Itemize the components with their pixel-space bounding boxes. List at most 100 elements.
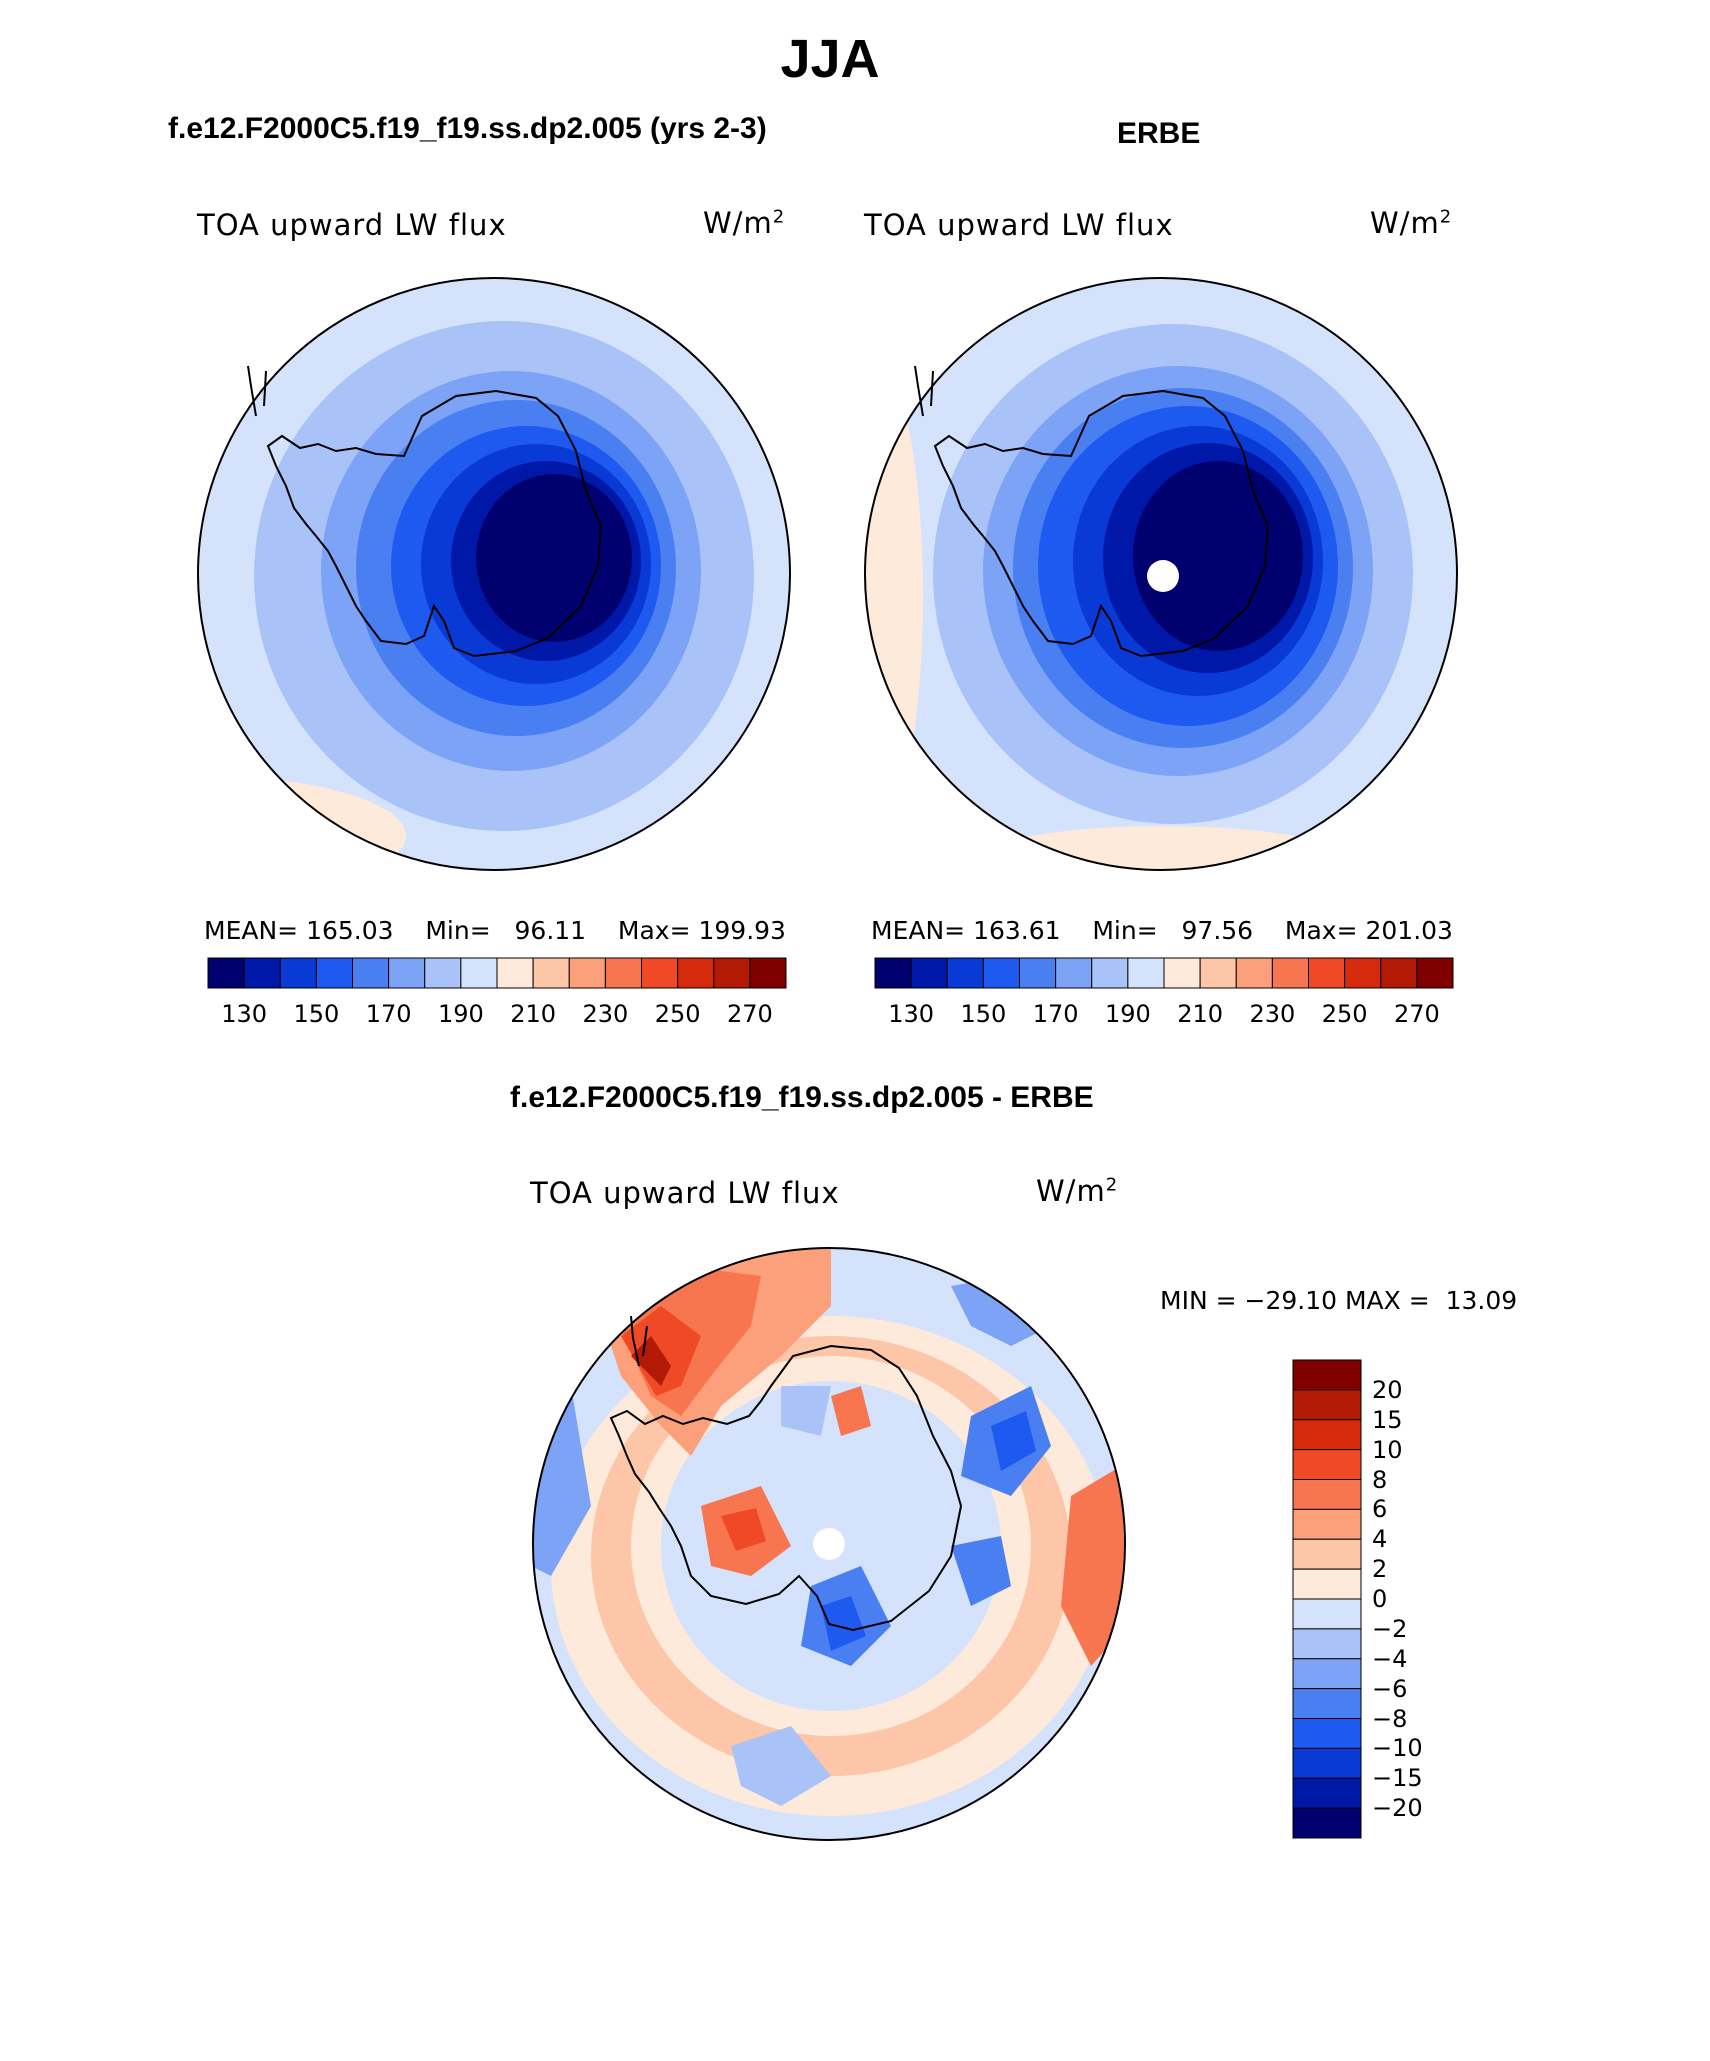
- colorbar-tick-label: 130: [221, 1000, 268, 1028]
- colorbar-tick-label: 230: [1249, 1000, 1296, 1028]
- colorbar-swatch: [207, 957, 245, 989]
- colorbar-swatch: [713, 957, 751, 989]
- main-title: JJA: [780, 29, 880, 89]
- colorbar-tick-label: 270: [1393, 1000, 1440, 1028]
- panel2-coastline: [933, 389, 1270, 658]
- colorbar-tick-label: 0: [1372, 1585, 1388, 1613]
- panel3-map-border: [532, 1247, 1126, 1841]
- colorbar-tick-label: 170: [365, 1000, 412, 1028]
- colorbar-tick-label: −20: [1372, 1794, 1423, 1823]
- panel3-colorbar: [1292, 1359, 1362, 1839]
- colorbar-tick-label: 8: [1372, 1465, 1388, 1494]
- colorbar-swatch: [1292, 1568, 1362, 1600]
- panel3-case-title: f.e12.F2000C5.f19_f19.ss.dp2.005 - ERBE: [510, 1081, 1094, 1114]
- panel2-variable-label: TOA upward LW flux: [864, 208, 1174, 242]
- colorbar-swatch: [1308, 957, 1346, 989]
- colorbar-swatch: [1292, 1747, 1362, 1779]
- panel2-polar-map: [864, 277, 1458, 871]
- colorbar-swatch: [1292, 1718, 1362, 1749]
- colorbar-swatch: [1416, 957, 1454, 989]
- colorbar-swatch: [1292, 1658, 1362, 1690]
- colorbar-swatch: [1292, 1807, 1362, 1839]
- panel2-peninsula-line: [914, 365, 934, 417]
- colorbar-swatch: [532, 957, 570, 989]
- panel2-units-label: W/m2: [1370, 206, 1453, 240]
- colorbar-swatch: [1292, 1449, 1362, 1480]
- colorbar-swatch: [1292, 1389, 1362, 1421]
- colorbar-swatch: [568, 957, 606, 989]
- colorbar-tick-label: −6: [1372, 1674, 1408, 1703]
- colorbar-swatch: [424, 957, 462, 989]
- colorbar-swatch: [1344, 957, 1382, 989]
- panel1-variable-label: TOA upward LW flux: [197, 208, 507, 242]
- panel1-map-border: [197, 277, 791, 871]
- colorbar-swatch: [388, 957, 426, 989]
- panel3-units-label: W/m2: [1036, 1174, 1119, 1208]
- colorbar-swatch: [749, 957, 787, 989]
- colorbar-tick-label: 2: [1372, 1555, 1388, 1584]
- panel1-peninsula-line: [247, 365, 267, 417]
- colorbar-swatch: [1292, 1538, 1362, 1570]
- panel1-polar-map: [197, 277, 791, 871]
- colorbar-swatch: [1199, 957, 1237, 989]
- colorbar-swatch: [1292, 1777, 1362, 1809]
- colorbar-tick-label: 250: [654, 1000, 701, 1028]
- colorbar-swatch: [1271, 957, 1309, 989]
- colorbar-swatch: [243, 957, 281, 989]
- colorbar-swatch: [1127, 957, 1165, 989]
- colorbar-tick-label: −8: [1372, 1704, 1408, 1733]
- panel1-colorbar: [207, 957, 787, 989]
- colorbar-tick-label: 20: [1372, 1375, 1403, 1404]
- colorbar-swatch: [1292, 1688, 1362, 1719]
- panel2-stats: MEAN= 163.61 Min= 97.56 Max= 201.03: [871, 916, 1453, 945]
- colorbar-tick-label: 190: [437, 1000, 484, 1028]
- colorbar-tick-label: 210: [1177, 1000, 1224, 1028]
- colorbar-tick-label: 150: [293, 1000, 340, 1028]
- colorbar-swatch: [1292, 1419, 1362, 1451]
- colorbar-tick-label: −4: [1372, 1644, 1408, 1673]
- colorbar-swatch: [352, 957, 390, 989]
- colorbar-swatch: [1091, 957, 1129, 989]
- colorbar-swatch: [982, 957, 1020, 989]
- colorbar-swatch: [1380, 957, 1418, 989]
- colorbar-swatch: [1292, 1479, 1362, 1510]
- colorbar-tick-label: 230: [582, 1000, 629, 1028]
- colorbar-swatch: [946, 957, 984, 989]
- colorbar-tick-label: 6: [1372, 1495, 1388, 1524]
- panel3-variable-label: TOA upward LW flux: [530, 1176, 840, 1210]
- colorbar-tick-label: 210: [510, 1000, 557, 1028]
- colorbar-swatch: [677, 957, 715, 989]
- colorbar-tick-label: 150: [960, 1000, 1007, 1028]
- colorbar-swatch: [641, 957, 679, 989]
- colorbar-swatch: [279, 957, 317, 989]
- colorbar-swatch: [1235, 957, 1273, 989]
- panel2-colorbar: [874, 957, 1454, 989]
- panel1-case-title: f.e12.F2000C5.f19_f19.ss.dp2.005 (yrs 2-…: [168, 112, 767, 145]
- colorbar-tick-label: −15: [1372, 1764, 1423, 1793]
- colorbar-swatch: [1292, 1598, 1362, 1630]
- colorbar-tick-label: 10: [1372, 1435, 1403, 1464]
- colorbar-swatch: [315, 957, 353, 989]
- colorbar-swatch: [460, 957, 498, 989]
- colorbar-tick-label: 130: [888, 1000, 935, 1028]
- panel1-contour-fill: [198, 278, 790, 870]
- colorbar-tick-label: 190: [1104, 1000, 1151, 1028]
- colorbar-swatch: [604, 957, 642, 989]
- panel3-colorbar-labels: 20 15 10 8 6 4 2 0 −2 −4 −6 −8 −10 −15 −20: [1372, 1360, 1452, 1838]
- panel2-contour-fill: [865, 278, 1457, 870]
- panel2-case-title: ERBE: [1117, 117, 1201, 150]
- panel3-coastline: [609, 1344, 963, 1632]
- colorbar-swatch: [1163, 957, 1201, 989]
- colorbar-tick-label: 250: [1321, 1000, 1368, 1028]
- colorbar-swatch: [1292, 1628, 1362, 1660]
- panel1-colorbar-labels: 130 150 170 190 210 230 250 270: [208, 1000, 786, 1030]
- panel3-polar-map: [532, 1247, 1126, 1841]
- panel1-units-label: W/m2: [703, 206, 786, 240]
- colorbar-tick-label: 15: [1372, 1405, 1403, 1434]
- panel1-coastline: [266, 389, 603, 658]
- colorbar-tick-label: 270: [726, 1000, 773, 1028]
- colorbar-tick-label: 170: [1032, 1000, 1079, 1028]
- colorbar-swatch: [910, 957, 948, 989]
- colorbar-tick-label: −2: [1372, 1614, 1408, 1643]
- colorbar-tick-label: −10: [1372, 1734, 1423, 1763]
